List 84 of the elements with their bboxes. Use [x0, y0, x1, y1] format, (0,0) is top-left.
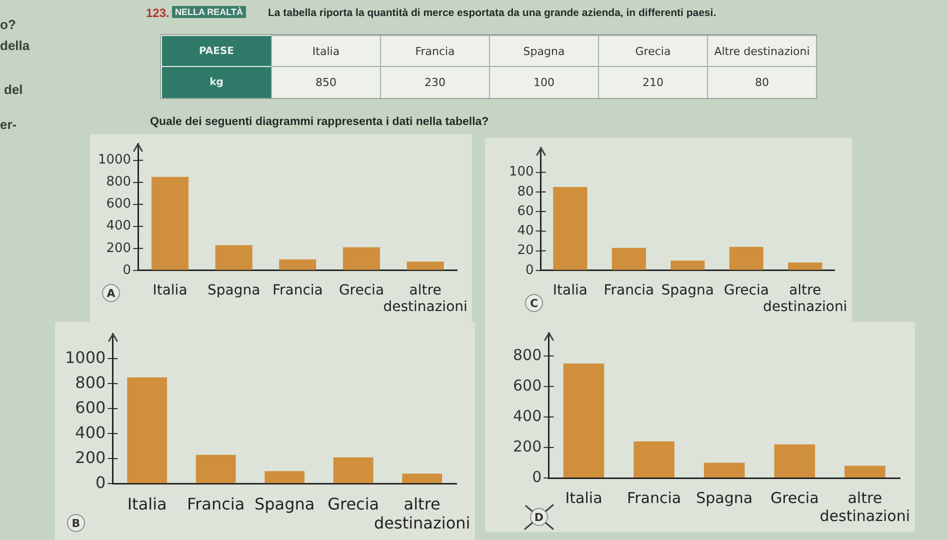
x-tick-label: Grecia [338, 282, 384, 298]
data-label: 210 [598, 66, 707, 98]
text: Quale dei seguenti diagrammi rappresenta i dati nella tabella? [150, 116, 489, 128]
text: A [102, 284, 120, 302]
text: kg [161, 66, 271, 98]
x-tick-label: Francia [272, 282, 323, 298]
x-tick-label: Spagna [207, 282, 260, 298]
text: NELLA REALTÀ [172, 6, 246, 18]
data-label: 80 [707, 66, 816, 98]
y-tick-label: 60 [517, 204, 534, 219]
text: 123. [146, 6, 170, 20]
bar [264, 471, 305, 484]
bar [406, 262, 444, 270]
y-tick-label: 800 [512, 346, 542, 364]
bar [788, 262, 822, 270]
x-tick-label: Italia [127, 494, 167, 514]
bar [774, 444, 815, 478]
x-tick-label: Italia [552, 282, 588, 298]
bar [729, 246, 764, 270]
bar [704, 462, 745, 478]
y-tick-label: 100 [508, 164, 534, 180]
y-tick-label: 200 [106, 240, 132, 256]
bar [402, 474, 442, 484]
text: della [0, 38, 30, 53]
x-tick-label: Spagna [696, 488, 753, 507]
x-tick-label: Spagna [254, 494, 315, 514]
y-tick-label: 0 [532, 468, 542, 486]
text: La tabella riporta la quantità di merce esportata da una grande azienda, in differenti paesi. [268, 7, 716, 19]
y-tick-label: 1000 [65, 348, 106, 367]
x-tick-label: altre destinazioni [820, 488, 910, 525]
bar [127, 377, 168, 484]
text: B [67, 514, 85, 532]
y-tick-label: 1000 [98, 152, 132, 168]
y-tick-label: 200 [512, 437, 542, 456]
text: PAESE [161, 35, 271, 66]
bar [634, 441, 674, 478]
bar [151, 176, 189, 270]
bar [342, 247, 380, 270]
bar [196, 454, 236, 484]
x-tick-label: Italia [152, 282, 188, 298]
bar [563, 364, 604, 478]
text: C [525, 294, 543, 312]
y-tick-label: 400 [75, 422, 106, 442]
data-label: 850 [271, 66, 380, 98]
y-tick-label: 80 [517, 184, 534, 200]
bar [844, 466, 886, 478]
x-tick-label: Francia [604, 282, 654, 298]
y-tick-label: 20 [517, 243, 534, 258]
x-tick-label: Francia [627, 488, 682, 507]
bar [612, 248, 646, 270]
text: er- [0, 117, 17, 132]
y-tick-label: 0 [96, 472, 106, 492]
y-tick-label: 800 [106, 174, 132, 190]
bar [279, 259, 316, 270]
y-tick-label: 400 [106, 218, 132, 234]
bar [670, 260, 705, 270]
text: del [4, 82, 23, 97]
y-tick-label: 0 [526, 262, 534, 278]
x-tick-label: Italia [565, 488, 602, 507]
y-tick-label: 0 [122, 262, 132, 278]
bar [333, 457, 374, 484]
y-tick-label: 200 [75, 448, 106, 467]
y-tick-label: 40 [517, 224, 534, 239]
x-tick-label: altre destinazioni [383, 282, 468, 316]
category-label: Italia [271, 35, 380, 66]
data-label: 230 [380, 66, 489, 98]
x-tick-label: Francia [187, 494, 245, 514]
category-label: Francia [380, 35, 489, 66]
category-label: Grecia [598, 35, 707, 66]
bar [553, 187, 588, 270]
y-tick-label: 600 [106, 196, 132, 212]
category-label: Spagna [489, 35, 598, 66]
x-tick-label: Grecia [724, 282, 769, 298]
text: o? [0, 17, 16, 32]
text: D [530, 508, 548, 526]
y-tick-label: 400 [512, 406, 542, 425]
y-tick-label: 800 [75, 372, 106, 392]
x-tick-label: Grecia [770, 488, 819, 507]
y-tick-label: 600 [75, 398, 106, 417]
x-tick-label: Spagna [661, 282, 714, 298]
y-tick-label: 600 [512, 376, 542, 394]
category-label: Altre destinazioni [707, 35, 816, 66]
x-tick-label: Grecia [328, 494, 380, 514]
bar [215, 245, 252, 270]
